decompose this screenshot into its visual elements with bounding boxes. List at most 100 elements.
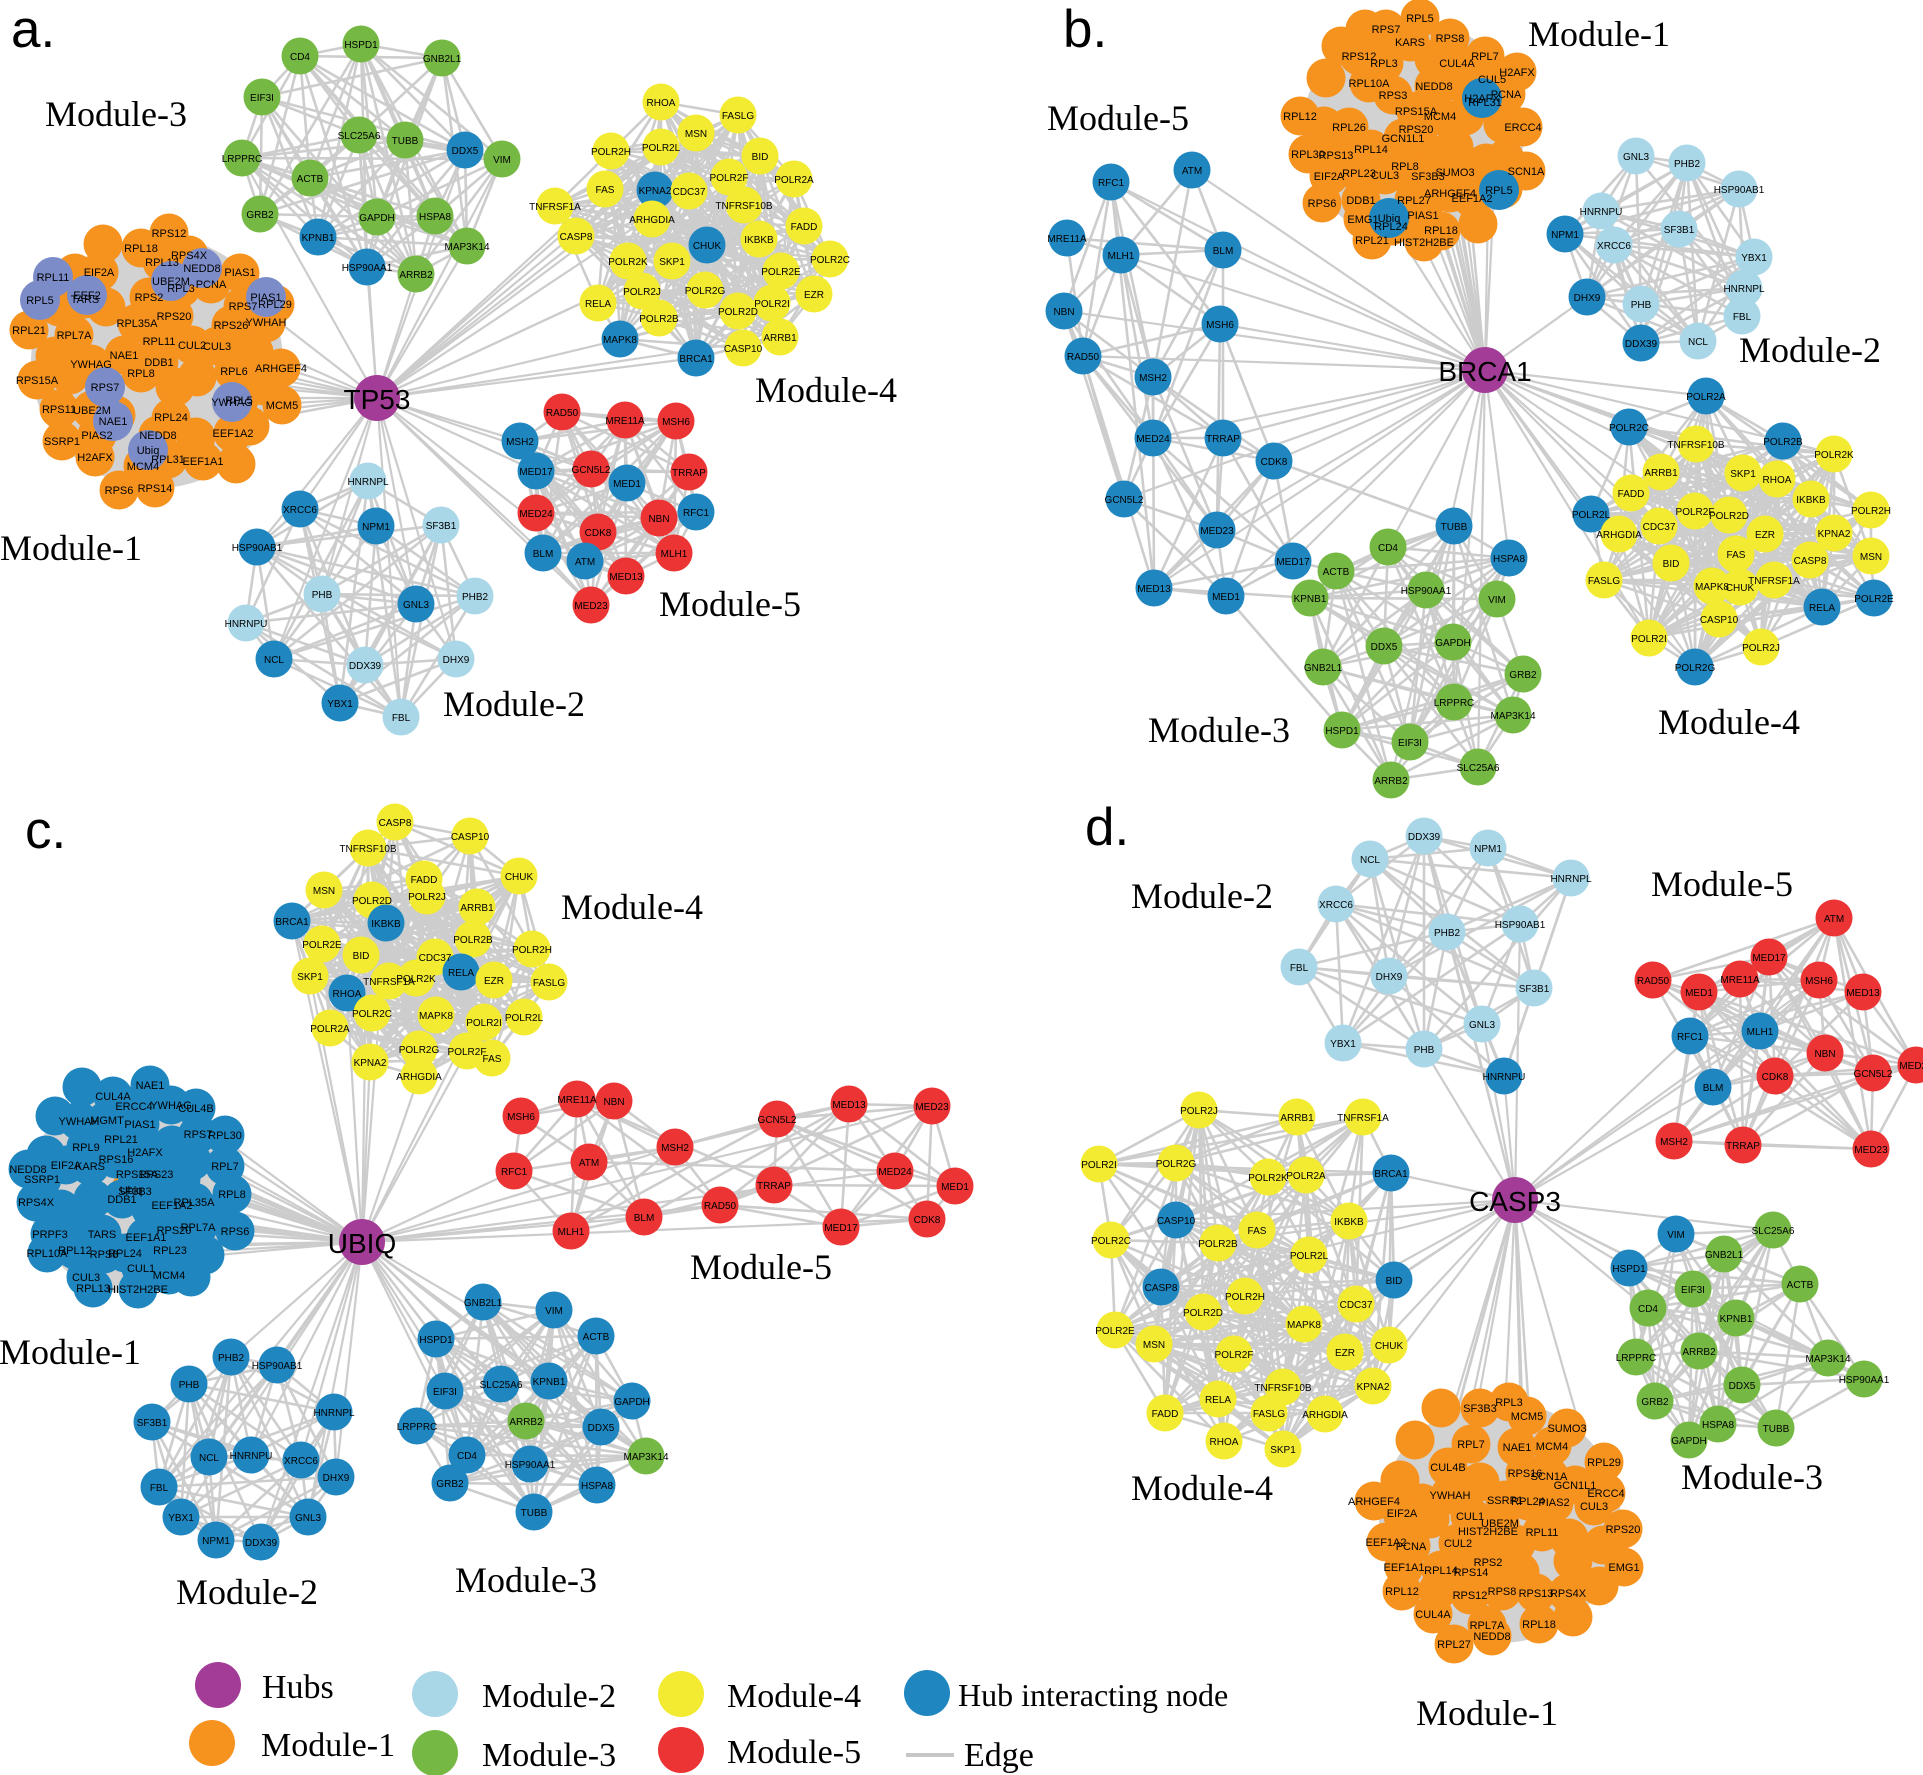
svg-text:Module-3: Module-3	[1148, 710, 1290, 750]
svg-text:EEF1A2: EEF1A2	[213, 428, 254, 440]
svg-text:HSP90AB1: HSP90AB1	[1714, 185, 1765, 196]
svg-text:IKBKB: IKBKB	[1796, 495, 1826, 506]
svg-text:CUL1: CUL1	[127, 1263, 155, 1275]
svg-text:RPL10A: RPL10A	[27, 1248, 69, 1260]
svg-text:MLH1: MLH1	[1747, 1027, 1774, 1038]
svg-text:HNRNPL: HNRNPL	[1723, 284, 1765, 295]
svg-text:PHB2: PHB2	[1674, 159, 1701, 170]
svg-text:POLR2C: POLR2C	[352, 1009, 392, 1020]
svg-text:RPL6: RPL6	[220, 366, 248, 378]
svg-text:RPS13: RPS13	[1319, 150, 1354, 162]
svg-text:H2AFX: H2AFX	[1464, 93, 1500, 105]
svg-text:ARRB1: ARRB1	[763, 333, 797, 344]
svg-text:POLR2H: POLR2H	[591, 147, 631, 158]
svg-text:FADD: FADD	[1152, 1409, 1179, 1420]
svg-text:CD4: CD4	[1378, 543, 1398, 554]
svg-text:POLR2J: POLR2J	[408, 892, 446, 903]
svg-text:RPL24: RPL24	[1511, 1496, 1545, 1508]
svg-text:NAE1: NAE1	[1503, 1442, 1532, 1454]
svg-text:SF3B1: SF3B1	[1519, 984, 1550, 995]
svg-text:Module-4: Module-4	[1658, 702, 1800, 742]
svg-text:NEDD8: NEDD8	[9, 1164, 46, 1176]
svg-text:POLR2D: POLR2D	[352, 896, 392, 907]
svg-text:GNB2L1: GNB2L1	[1705, 1250, 1744, 1261]
svg-text:RPL8: RPL8	[218, 1189, 246, 1201]
svg-text:TNFRSF1A: TNFRSF1A	[1748, 576, 1800, 587]
svg-text:Module-2: Module-2	[443, 684, 585, 724]
svg-text:GNL3: GNL3	[295, 1513, 322, 1524]
svg-text:RAD50: RAD50	[1637, 976, 1670, 987]
svg-text:MAPK8: MAPK8	[1695, 582, 1729, 593]
svg-text:POLR2G: POLR2G	[1156, 1159, 1197, 1170]
svg-text:DDB1: DDB1	[1346, 195, 1375, 207]
svg-text:SCN1A: SCN1A	[1531, 1471, 1568, 1483]
svg-text:RPL24: RPL24	[154, 412, 188, 424]
svg-text:RAD50: RAD50	[704, 1201, 737, 1212]
svg-text:POLR2E: POLR2E	[302, 940, 342, 951]
svg-text:RPS23: RPS23	[139, 1169, 174, 1181]
svg-text:NBN: NBN	[1053, 307, 1074, 318]
svg-text:DDB1: DDB1	[107, 1194, 136, 1206]
svg-text:H2AFX: H2AFX	[1499, 67, 1535, 79]
svg-text:DHX9: DHX9	[443, 655, 470, 666]
svg-text:Module-5: Module-5	[690, 1247, 832, 1287]
svg-text:MCM4: MCM4	[127, 461, 159, 473]
svg-text:KPNA2: KPNA2	[1818, 529, 1851, 540]
svg-text:POLR2A: POLR2A	[774, 175, 814, 186]
svg-text:ERCC4: ERCC4	[1587, 1488, 1624, 1500]
svg-text:LRPPRC: LRPPRC	[397, 1422, 438, 1433]
svg-text:GCN5L2: GCN5L2	[758, 1115, 797, 1126]
svg-text:EIF2A: EIF2A	[1387, 1508, 1418, 1520]
svg-text:EEF1A2: EEF1A2	[1452, 193, 1493, 205]
svg-text:SF3B3: SF3B3	[1463, 1403, 1497, 1415]
svg-text:Module-5: Module-5	[727, 1734, 861, 1771]
svg-text:KPNB1: KPNB1	[1720, 1314, 1753, 1325]
svg-text:POLR2K: POLR2K	[1248, 1173, 1288, 1184]
svg-text:CD4: CD4	[457, 1451, 477, 1462]
svg-text:DDX39: DDX39	[349, 661, 382, 672]
svg-text:MCM5: MCM5	[266, 400, 298, 412]
svg-text:CUL3: CUL3	[1371, 170, 1399, 182]
svg-text:POLR2D: POLR2D	[718, 307, 758, 318]
svg-text:HSP90AB1: HSP90AB1	[232, 543, 283, 554]
svg-text:GNL3: GNL3	[1469, 1020, 1496, 1031]
svg-text:ARRB1: ARRB1	[460, 903, 494, 914]
svg-text:GNL3: GNL3	[1623, 152, 1650, 163]
svg-text:GCN1L1: GCN1L1	[1554, 1480, 1597, 1492]
svg-text:ARHGEF4: ARHGEF4	[1348, 1496, 1400, 1508]
svg-text:MED23: MED23	[1200, 526, 1234, 537]
svg-text:POLR2A: POLR2A	[1286, 1171, 1326, 1182]
svg-text:GCN5L2: GCN5L2	[572, 465, 611, 476]
svg-text:TARS: TARS	[88, 1229, 117, 1241]
svg-text:CUL2: CUL2	[1444, 1538, 1472, 1550]
svg-text:RAD50: RAD50	[546, 408, 579, 419]
svg-text:Module-5: Module-5	[659, 584, 801, 624]
svg-text:HNRNPU: HNRNPU	[225, 619, 268, 630]
svg-text:BRCA1: BRCA1	[1374, 1169, 1408, 1180]
svg-text:NPM1: NPM1	[362, 522, 390, 533]
svg-text:TRRAP: TRRAP	[1726, 1141, 1760, 1152]
svg-text:POLR2G: POLR2G	[1675, 663, 1716, 674]
svg-text:RPL18: RPL18	[1424, 225, 1458, 237]
svg-text:NEDD8: NEDD8	[139, 430, 176, 442]
svg-text:CDC37: CDC37	[673, 187, 706, 198]
svg-text:MED24: MED24	[1899, 1061, 1923, 1072]
svg-text:POLR2E: POLR2E	[761, 267, 801, 278]
svg-text:MSH6: MSH6	[662, 417, 690, 428]
svg-text:HNRNPU: HNRNPU	[1483, 1072, 1526, 1083]
svg-text:MSH2: MSH2	[1660, 1137, 1688, 1148]
svg-text:RPL29: RPL29	[258, 299, 292, 311]
svg-text:PIAS1: PIAS1	[124, 1119, 155, 1131]
svg-text:HSPA8: HSPA8	[1702, 1420, 1734, 1431]
svg-text:HNRNPL: HNRNPL	[313, 1408, 355, 1419]
svg-text:RPS15A: RPS15A	[16, 375, 59, 387]
svg-text:PCNA: PCNA	[1491, 89, 1522, 101]
svg-text:FASLG: FASLG	[533, 978, 565, 989]
svg-text:POLR2E: POLR2E	[1854, 594, 1894, 605]
svg-text:NEDD8: NEDD8	[183, 263, 220, 275]
svg-text:b.: b.	[1063, 0, 1107, 59]
svg-text:SF3B1: SF3B1	[137, 1418, 168, 1429]
svg-text:EEF1A2: EEF1A2	[152, 1200, 193, 1212]
svg-text:KPNB1: KPNB1	[1294, 594, 1327, 605]
svg-text:ARRB2: ARRB2	[399, 270, 433, 281]
